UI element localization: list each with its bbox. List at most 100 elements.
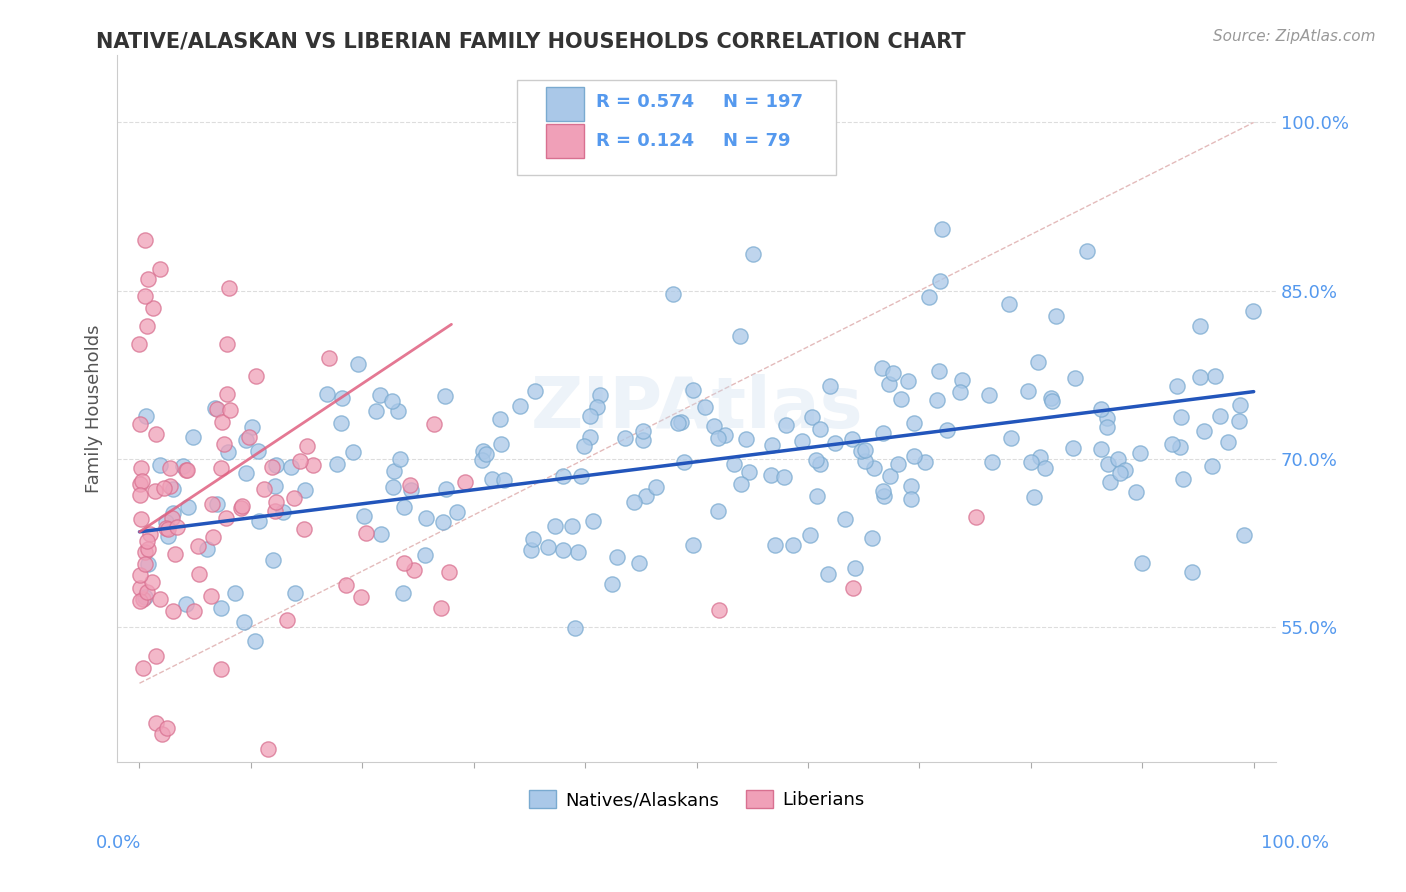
Point (134, 289, 156, 303)
Point (564, 621, 586, 635)
Point (138, 272, 160, 286)
FancyBboxPatch shape (546, 87, 583, 120)
Point (245, 369, 267, 384)
Point (741, 247, 763, 261)
Point (471, 453, 494, 467)
Point (903, 417, 925, 431)
Point (392, 500, 415, 514)
Point (1166, 379, 1188, 393)
Point (242, 419, 264, 434)
Point (931, 222, 953, 236)
Point (271, 505, 294, 519)
Point (662, 287, 685, 301)
Point (1171, 472, 1194, 486)
Point (370, 527, 392, 541)
Point (392, 586, 415, 600)
Point (149, 591, 172, 606)
Point (804, 452, 827, 467)
Point (135, 534, 157, 549)
Point (1000, 431, 1022, 445)
Point (162, 482, 184, 496)
Point (900, 491, 922, 506)
Point (217, 387, 239, 401)
Point (135, 585, 157, 599)
Point (900, 479, 922, 493)
Point (136, 542, 159, 557)
Point (163, 547, 186, 561)
Point (176, 462, 198, 476)
Point (488, 412, 510, 426)
Point (353, 508, 375, 523)
Point (174, 463, 197, 477)
Point (824, 435, 846, 450)
Point (135, 409, 157, 423)
Point (623, 495, 645, 509)
Point (202, 530, 225, 544)
Point (382, 464, 405, 478)
Point (131, 474, 153, 488)
Point (262, 552, 284, 566)
Point (276, 613, 298, 627)
Point (862, 460, 884, 475)
Point (432, 516, 454, 530)
Point (129, 417, 152, 431)
Point (1033, 461, 1056, 475)
Point (735, 432, 758, 446)
Point (977, 388, 1000, 402)
Point (1125, 485, 1147, 500)
Point (579, 409, 602, 423)
Point (212, 437, 235, 451)
Point (1039, 391, 1062, 405)
Point (205, 497, 228, 511)
Point (613, 431, 636, 445)
Point (162, 604, 184, 618)
Point (877, 377, 900, 392)
Point (606, 549, 628, 564)
Point (364, 404, 387, 418)
Point (1090, 442, 1112, 456)
Point (136, 557, 159, 571)
Point (800, 410, 823, 425)
Point (693, 400, 716, 414)
Point (806, 489, 828, 503)
Point (569, 469, 592, 483)
Text: Source: ZipAtlas.com: Source: ZipAtlas.com (1212, 29, 1375, 44)
Point (156, 721, 179, 735)
Point (294, 483, 316, 497)
Point (682, 383, 704, 397)
Point (808, 457, 831, 471)
Point (387, 404, 409, 418)
Point (433, 389, 456, 403)
Point (761, 468, 783, 483)
Point (799, 528, 821, 542)
Point (572, 440, 595, 454)
Point (730, 477, 752, 491)
Point (399, 483, 422, 498)
Point (790, 434, 813, 448)
Point (841, 581, 863, 595)
Point (381, 480, 404, 494)
Text: NATIVE/ALASKAN VS LIBERIAN FAMILY HOUSEHOLDS CORRELATION CHART: NATIVE/ALASKAN VS LIBERIAN FAMILY HOUSEH… (96, 31, 966, 51)
Point (200, 589, 222, 603)
Point (763, 538, 786, 552)
Point (280, 459, 302, 474)
Point (209, 461, 232, 475)
Point (430, 600, 453, 615)
Point (761, 438, 783, 452)
Point (399, 477, 422, 491)
Point (582, 514, 605, 528)
Point (157, 529, 180, 543)
Point (1062, 441, 1084, 455)
Point (928, 274, 950, 288)
Point (586, 400, 609, 414)
Point (935, 423, 957, 437)
Text: ZIPAtlas: ZIPAtlas (530, 374, 863, 443)
Point (1045, 309, 1067, 323)
Point (149, 261, 172, 276)
Point (1161, 437, 1184, 451)
Point (928, 364, 950, 378)
Point (159, 461, 181, 475)
Point (224, 586, 246, 600)
Point (782, 538, 804, 552)
Point (1168, 440, 1191, 454)
